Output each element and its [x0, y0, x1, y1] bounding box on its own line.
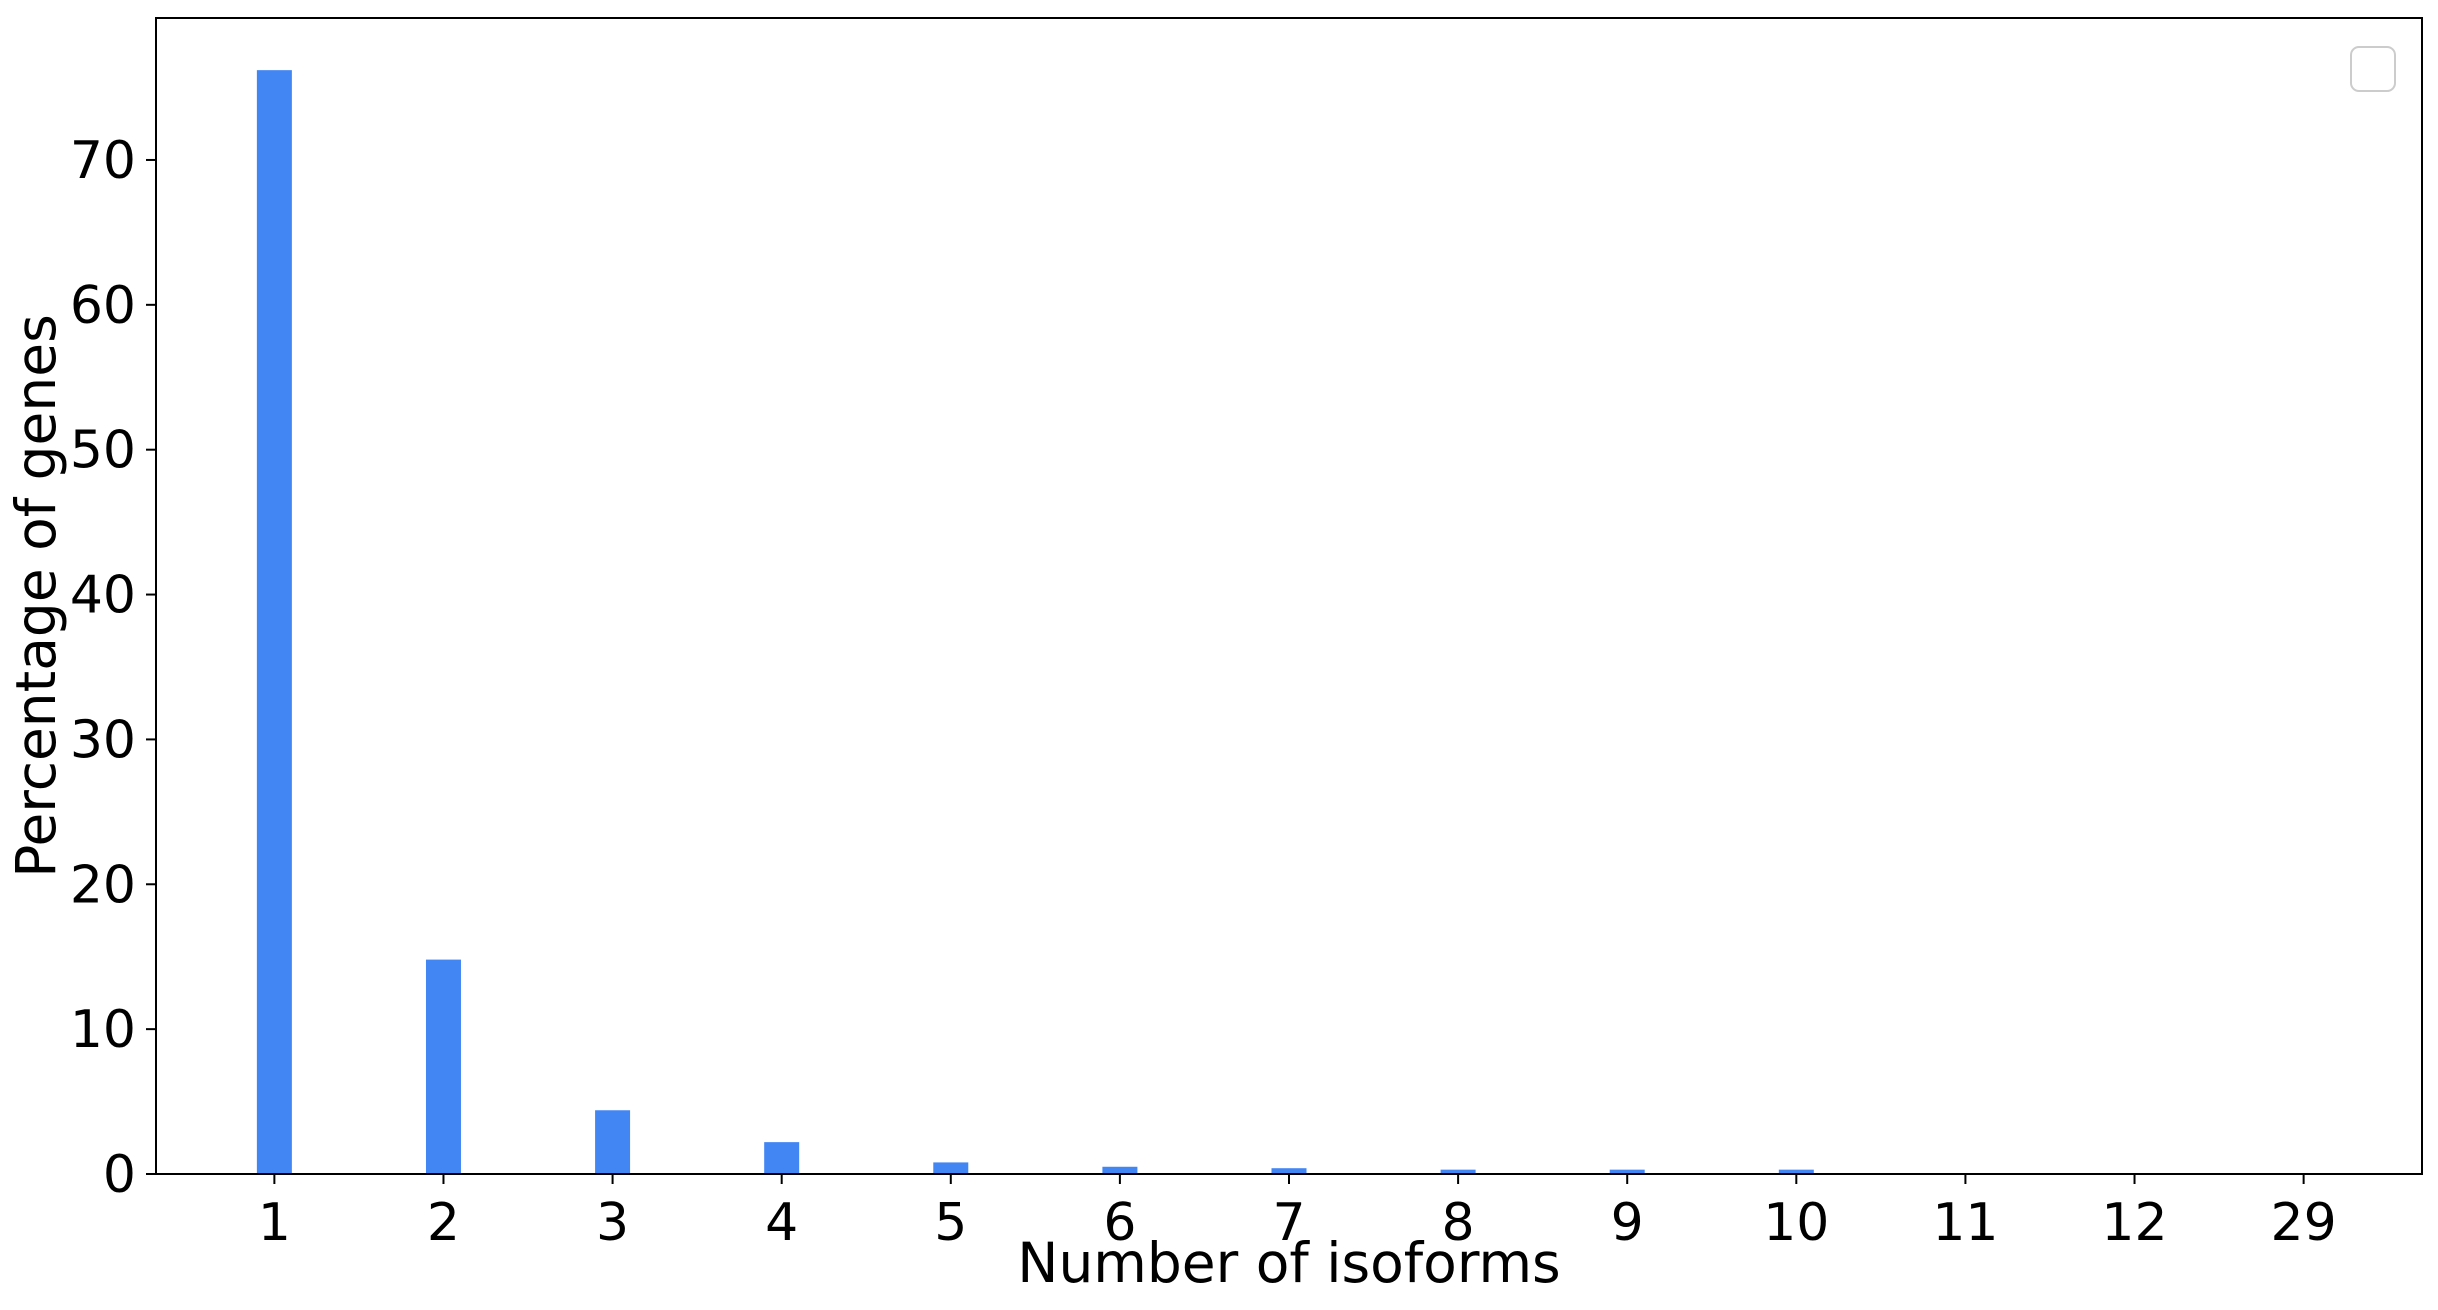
- bar: [1609, 1169, 1645, 1174]
- x-tick-label: 2: [427, 1193, 460, 1253]
- x-tick-label: 11: [1932, 1193, 1998, 1253]
- y-tick-label: 0: [103, 1145, 136, 1205]
- y-tick-label: 40: [70, 566, 136, 626]
- y-tick-label: 30: [70, 710, 136, 770]
- y-tick-label: 70: [70, 131, 136, 191]
- bar: [933, 1162, 969, 1174]
- bar: [1102, 1166, 1138, 1174]
- x-tick-label: 5: [934, 1193, 967, 1253]
- bar: [764, 1142, 800, 1174]
- y-tick-label: 50: [70, 421, 136, 481]
- bar: [1440, 1169, 1476, 1174]
- x-tick-label: 12: [2101, 1193, 2167, 1253]
- x-tick-label: 10: [1763, 1193, 1829, 1253]
- bar: [256, 70, 292, 1174]
- x-tick-label: 9: [1611, 1193, 1644, 1253]
- y-tick-label: 60: [70, 276, 136, 336]
- x-tick-label: 1: [258, 1193, 291, 1253]
- x-axis-label: Number of isoforms: [1017, 1231, 1560, 1295]
- x-tick-label: 29: [2271, 1193, 2337, 1253]
- y-ticks-group: 0 10 20 30 40 50 60 70: [70, 131, 156, 1205]
- x-tick-label: 3: [596, 1193, 629, 1253]
- bar: [425, 959, 461, 1174]
- x-tick-label: 8: [1442, 1193, 1475, 1253]
- x-tick-label: 6: [1103, 1193, 1136, 1253]
- plot-frame: [155, 17, 2423, 1175]
- x-ticks-group: 1 2 3 4 5 6 7 8 9 10 11 12 29: [258, 1174, 2337, 1253]
- y-tick-label: 10: [70, 1000, 136, 1060]
- x-tick-label: 4: [765, 1193, 798, 1253]
- y-axis-label: Percentage of genes: [4, 314, 68, 877]
- bars-group: [256, 70, 2322, 1174]
- legend-box: [2350, 46, 2396, 92]
- y-tick-label: 20: [70, 855, 136, 915]
- x-tick-label: 7: [1272, 1193, 1305, 1253]
- bar: [1271, 1168, 1307, 1174]
- bar: [1778, 1169, 1814, 1174]
- bar: [595, 1110, 631, 1174]
